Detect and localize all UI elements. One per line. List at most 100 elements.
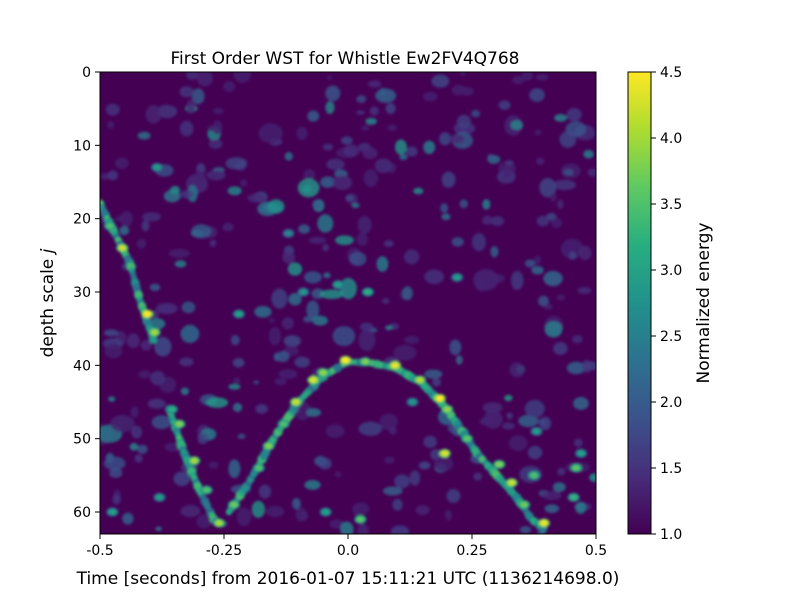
noise-blob — [374, 158, 392, 173]
noise-blob — [539, 416, 552, 431]
noise-blob — [325, 424, 345, 439]
y-axis-label-symbol: j — [38, 248, 58, 255]
noise-blob — [449, 339, 462, 356]
noise-blob — [318, 457, 332, 470]
noise-blob — [282, 250, 295, 264]
noise-blob — [359, 322, 374, 332]
noise-blob — [308, 236, 327, 244]
hotspot-core — [532, 428, 541, 435]
noise-blob — [223, 81, 236, 92]
noise-blob — [459, 72, 466, 76]
noise-blob — [413, 187, 424, 195]
noise-blob — [254, 306, 272, 318]
hotspot-core — [292, 399, 300, 405]
hotspot-core — [230, 501, 238, 508]
colorbar-tick-label: 4.5 — [660, 65, 682, 81]
noise-blob — [325, 101, 335, 115]
noise-blob — [180, 324, 200, 344]
colorbar-tick-label: 2.0 — [660, 395, 682, 411]
x-tick-label: 0.0 — [337, 543, 359, 559]
noise-blob — [424, 269, 445, 284]
noise-blob — [459, 199, 468, 209]
colorbar-tick-label: 1.5 — [660, 461, 682, 477]
hotspot-core — [264, 443, 273, 449]
noise-blob — [357, 524, 369, 534]
colorbar: 1.0 1.5 2.0 2.5 3.0 3.5 4.0 4.5 Normalized ener… — [627, 65, 714, 543]
noise-blob — [544, 321, 563, 338]
noise-blob — [502, 422, 515, 430]
hotspot-core — [108, 509, 117, 515]
noise-blob — [553, 179, 576, 191]
hotspot-core — [453, 274, 461, 281]
noise-blob — [268, 318, 276, 323]
noise-blob — [134, 454, 143, 463]
hotspot-core — [577, 450, 585, 457]
noise-blob — [266, 506, 285, 518]
noise-blob — [358, 421, 383, 436]
noise-blob — [473, 269, 499, 291]
colorbar-label: Normalized energy — [694, 222, 714, 383]
colorbar-tick-label: 3.5 — [660, 197, 682, 213]
noise-blob — [137, 131, 151, 140]
noise-blob — [326, 75, 333, 80]
noise-blob — [554, 113, 568, 122]
noise-blob — [340, 136, 353, 145]
noise-blob — [236, 507, 252, 527]
noise-blob — [173, 471, 191, 486]
noise-blob — [298, 224, 310, 234]
noise-blob — [212, 120, 223, 135]
x-tick-label: -0.25 — [206, 543, 242, 559]
hotspot-core — [361, 358, 370, 365]
noise-blob — [538, 295, 549, 307]
noise-blob — [524, 399, 545, 418]
noise-blob — [352, 504, 360, 515]
noise-blob — [482, 199, 491, 210]
noise-blob — [255, 404, 268, 414]
noise-blob — [498, 100, 511, 110]
chart-title: First Order WST for Whistle Ew2FV4Q768 — [171, 49, 520, 69]
noise-blob — [334, 471, 342, 478]
hotspot-core — [572, 465, 580, 471]
hotspot-core — [150, 329, 159, 336]
noise-blob — [103, 329, 119, 337]
noise-blob — [119, 225, 130, 236]
noise-blob — [535, 73, 549, 81]
noise-blob — [140, 339, 152, 351]
y-axis-ticks: 0 10 20 30 40 50 60 — [73, 65, 100, 521]
noise-blob — [149, 283, 161, 292]
y-tick-label: 50 — [73, 432, 91, 448]
noise-blob — [180, 387, 190, 396]
noise-blob — [129, 442, 139, 451]
hotspot-core — [202, 487, 211, 493]
noise-blob — [297, 178, 320, 198]
noise-blob — [482, 402, 503, 413]
noise-blob — [385, 325, 393, 331]
noise-blob — [572, 335, 583, 344]
noise-blob — [295, 507, 308, 522]
noise-blob — [340, 521, 354, 534]
noise-blob — [339, 277, 357, 300]
noise-blob — [253, 380, 260, 385]
hotspot-core — [520, 501, 528, 508]
noise-blob — [115, 216, 124, 222]
hotspot-core — [540, 520, 548, 526]
noise-blob — [471, 233, 486, 252]
noise-blob — [557, 199, 564, 209]
colorbar-gradient — [627, 71, 652, 535]
noise-blob — [104, 343, 123, 359]
noise-blob — [110, 414, 135, 433]
noise-blob — [424, 369, 443, 379]
noise-blob — [552, 482, 566, 493]
colorbar-tick-label: 4.0 — [660, 131, 682, 147]
noise-blob — [179, 120, 194, 137]
noise-blob — [122, 512, 134, 525]
hotspot-core — [341, 357, 350, 364]
noise-blob — [343, 144, 360, 158]
noise-blob — [490, 246, 499, 258]
noise-blob — [568, 251, 577, 260]
noise-blob — [233, 377, 241, 384]
noise-blob — [451, 237, 464, 247]
noise-blob — [481, 215, 493, 225]
hotspot-core — [569, 494, 578, 501]
